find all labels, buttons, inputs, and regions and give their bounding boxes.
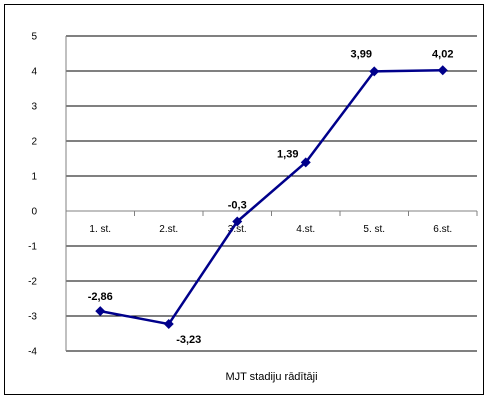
series-polyline [100,69,443,326]
x-tick-label: 1. st. [89,224,111,235]
y-tick-label: 2 [31,137,37,148]
data-point-marker [163,319,174,330]
data-point-marker [232,216,243,227]
y-tick-label: 0 [31,207,37,218]
y-tick-label: -2 [28,277,37,288]
data-label: 3,99 [351,48,372,60]
data-point-marker [95,306,106,317]
tick-labels: 5 4 3 2 1 0 -1 -2 -3 -4 1. st. 2.st. 3.st. 4.st. 5. st… [28,32,452,358]
x-tick-label: 2.st. [159,224,178,235]
x-tick-label: 4.st. [296,224,315,235]
data-point-marker [300,157,311,168]
y-tick-label: -4 [28,347,37,358]
data-label: -0,3 [228,200,247,212]
y-tick-label: -1 [28,242,37,253]
y-tick-label: 5 [31,32,37,43]
series-line [95,65,448,330]
x-tick-label: 5. st. [363,224,385,235]
x-axis [65,210,478,216]
y-tick-label: 4 [31,67,37,78]
data-labels: -2,86 -3,23 -0,3 1,39 3,99 4,02 [88,48,454,346]
data-label: -2,86 [88,291,113,303]
data-label: 4,02 [432,48,453,60]
data-point-marker [437,65,448,76]
chart-frame: 5 4 3 2 1 0 -1 -2 -3 -4 1. st. 2.st. 3.st. 4.st. 5. st… [4,4,484,395]
x-tick-label: 6.st. [433,224,452,235]
x-axis-title: MJT stadiju rādītāji [225,371,317,383]
line-chart: 5 4 3 2 1 0 -1 -2 -3 -4 1. st. 2.st. 3.st. 4.st. 5. st… [28,32,478,383]
x-tick-label: 3.st. [228,224,247,235]
data-label: 1,39 [277,148,298,160]
y-tick-label: 1 [31,172,37,183]
data-label: -3,23 [176,334,201,346]
y-tick-label: -3 [28,312,37,323]
y-tick-label: 3 [31,102,37,113]
data-point-marker [369,66,380,77]
